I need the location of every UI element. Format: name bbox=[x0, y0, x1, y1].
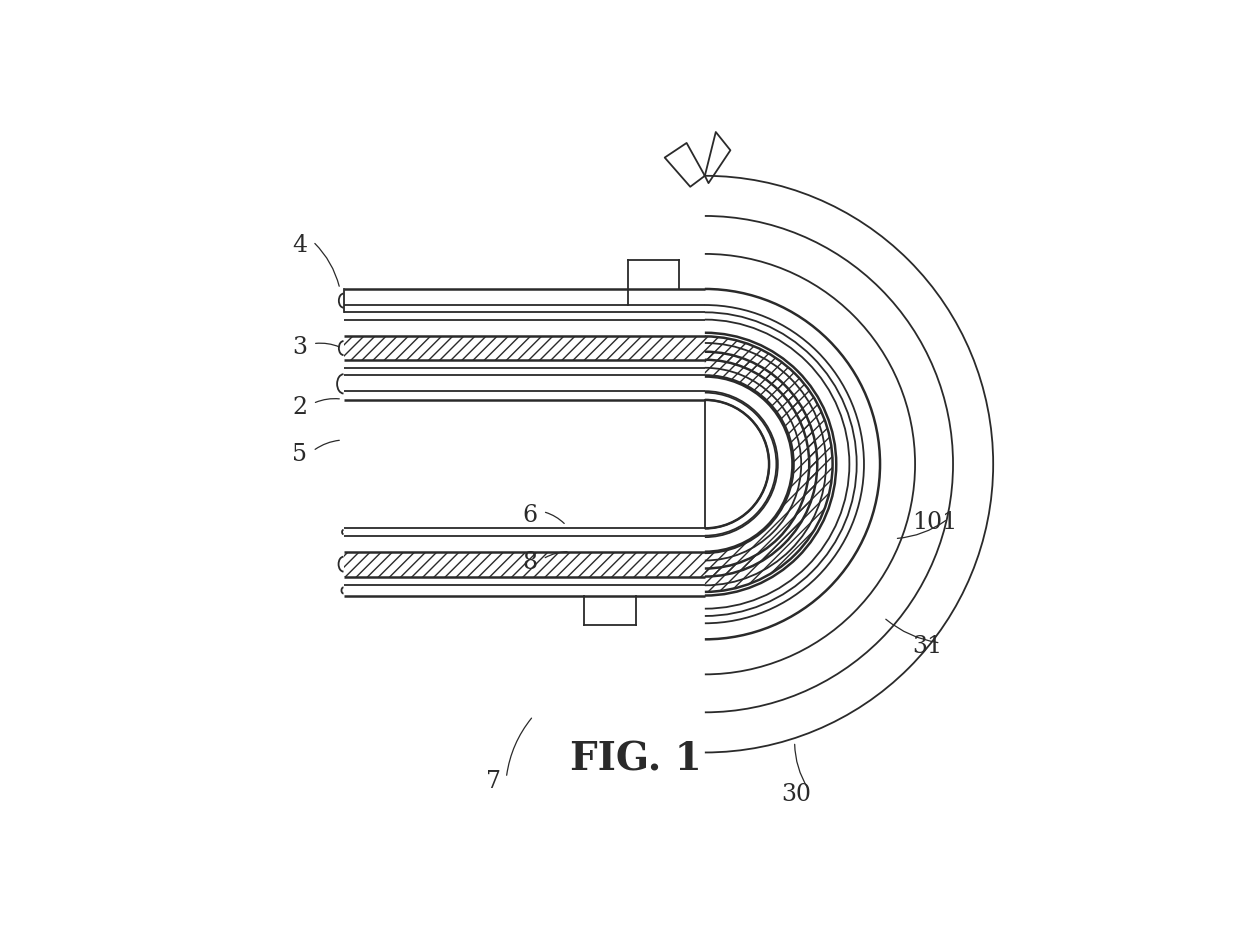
Text: 5: 5 bbox=[293, 443, 308, 466]
Bar bbox=[343, 552, 704, 576]
Text: 2: 2 bbox=[293, 395, 308, 419]
Text: 3: 3 bbox=[293, 336, 308, 359]
Text: 101: 101 bbox=[913, 511, 957, 534]
Text: 30: 30 bbox=[781, 783, 811, 806]
Bar bbox=[343, 337, 704, 359]
Text: 4: 4 bbox=[293, 233, 308, 257]
Text: 8: 8 bbox=[522, 551, 537, 574]
Text: 31: 31 bbox=[913, 635, 942, 658]
Text: FIG. 1: FIG. 1 bbox=[569, 740, 702, 778]
Text: 7: 7 bbox=[486, 770, 501, 793]
Text: 6: 6 bbox=[522, 503, 537, 527]
